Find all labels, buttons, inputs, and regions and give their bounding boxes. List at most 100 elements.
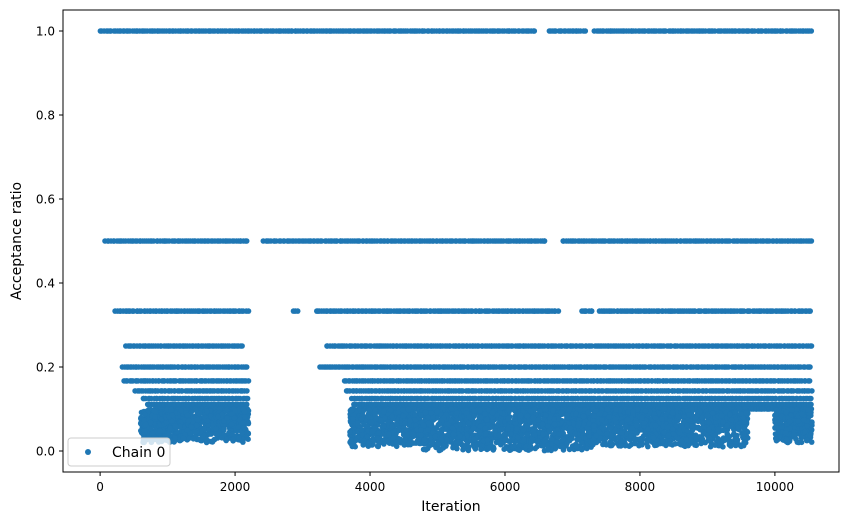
data-point	[582, 28, 589, 34]
data-point	[809, 388, 815, 394]
data-point	[213, 431, 220, 438]
data-point	[204, 408, 210, 415]
data-point	[178, 407, 184, 414]
data-point	[163, 419, 170, 426]
data-point	[228, 421, 235, 428]
data-point	[401, 420, 408, 427]
data-point	[404, 431, 410, 438]
data-point	[381, 423, 387, 430]
data-point	[240, 439, 246, 445]
data-point	[400, 413, 407, 419]
data-point	[806, 378, 813, 384]
data-point	[365, 414, 372, 420]
data-point	[365, 440, 372, 447]
data-point	[807, 308, 813, 314]
data-point	[374, 443, 381, 450]
data-point	[411, 432, 417, 439]
data-point	[407, 417, 413, 424]
data-point	[386, 431, 392, 438]
data-point	[389, 423, 395, 430]
data-point	[239, 430, 245, 437]
data-point	[184, 412, 191, 419]
data-point	[347, 429, 353, 435]
data-point	[808, 343, 815, 349]
data-point	[221, 426, 227, 432]
data-point	[294, 308, 301, 314]
data-point	[212, 425, 219, 432]
data-point	[531, 28, 538, 34]
data-point	[348, 437, 354, 444]
data-point	[199, 434, 206, 440]
data-point	[243, 364, 250, 370]
data-point	[236, 435, 242, 441]
data-point	[389, 413, 395, 420]
data-point	[353, 437, 359, 444]
data-point	[215, 413, 221, 420]
data-point	[157, 428, 163, 434]
data-point	[348, 407, 355, 414]
data-point	[245, 308, 252, 314]
data-point	[219, 435, 225, 441]
data-point	[358, 427, 365, 433]
data-point	[808, 28, 815, 34]
data-point	[172, 423, 179, 430]
data-point	[180, 435, 187, 442]
data-point	[352, 443, 359, 450]
data-point	[368, 419, 375, 426]
data-point	[231, 415, 238, 421]
data-point	[372, 407, 379, 414]
data-point	[358, 416, 365, 422]
data-point	[243, 238, 250, 244]
data-point	[229, 431, 235, 438]
data-point	[360, 438, 367, 444]
data-point	[244, 395, 251, 402]
data-point	[207, 431, 214, 437]
data-point	[364, 433, 371, 440]
data-point	[245, 378, 252, 384]
data-point	[396, 427, 402, 434]
data-point	[188, 424, 195, 430]
data-point	[204, 417, 211, 424]
data-point	[399, 407, 406, 413]
data-point	[405, 406, 412, 413]
data-point	[380, 408, 387, 415]
data-point	[142, 411, 148, 418]
data-point	[142, 421, 149, 428]
data-point	[376, 430, 382, 436]
data-point	[241, 408, 248, 415]
data-point	[241, 413, 248, 420]
data-point	[230, 436, 236, 443]
data-point	[369, 428, 376, 435]
data-point	[244, 388, 250, 394]
data-point	[405, 441, 411, 448]
data-point	[541, 238, 548, 244]
data-point	[172, 435, 178, 442]
data-point	[808, 238, 815, 244]
data-point	[194, 422, 200, 429]
data-point	[555, 308, 562, 314]
data-point	[185, 418, 192, 424]
data-point	[168, 406, 174, 413]
data-point	[588, 308, 595, 314]
data-point	[194, 417, 201, 423]
data-point	[209, 439, 216, 445]
data-point	[808, 395, 814, 402]
data-point	[387, 407, 394, 413]
data-point	[152, 414, 158, 420]
data-point	[167, 425, 173, 432]
data-point	[240, 420, 247, 426]
data-point	[245, 420, 252, 427]
data-point	[381, 441, 387, 447]
data-point	[374, 435, 381, 442]
data-point	[169, 412, 176, 419]
points-layer	[97, 28, 815, 454]
data-point	[350, 416, 356, 422]
data-point	[193, 407, 199, 414]
data-point	[393, 439, 400, 446]
data-point	[239, 343, 245, 349]
data-point	[190, 436, 197, 442]
data-point	[232, 407, 238, 414]
data-point	[149, 430, 156, 436]
